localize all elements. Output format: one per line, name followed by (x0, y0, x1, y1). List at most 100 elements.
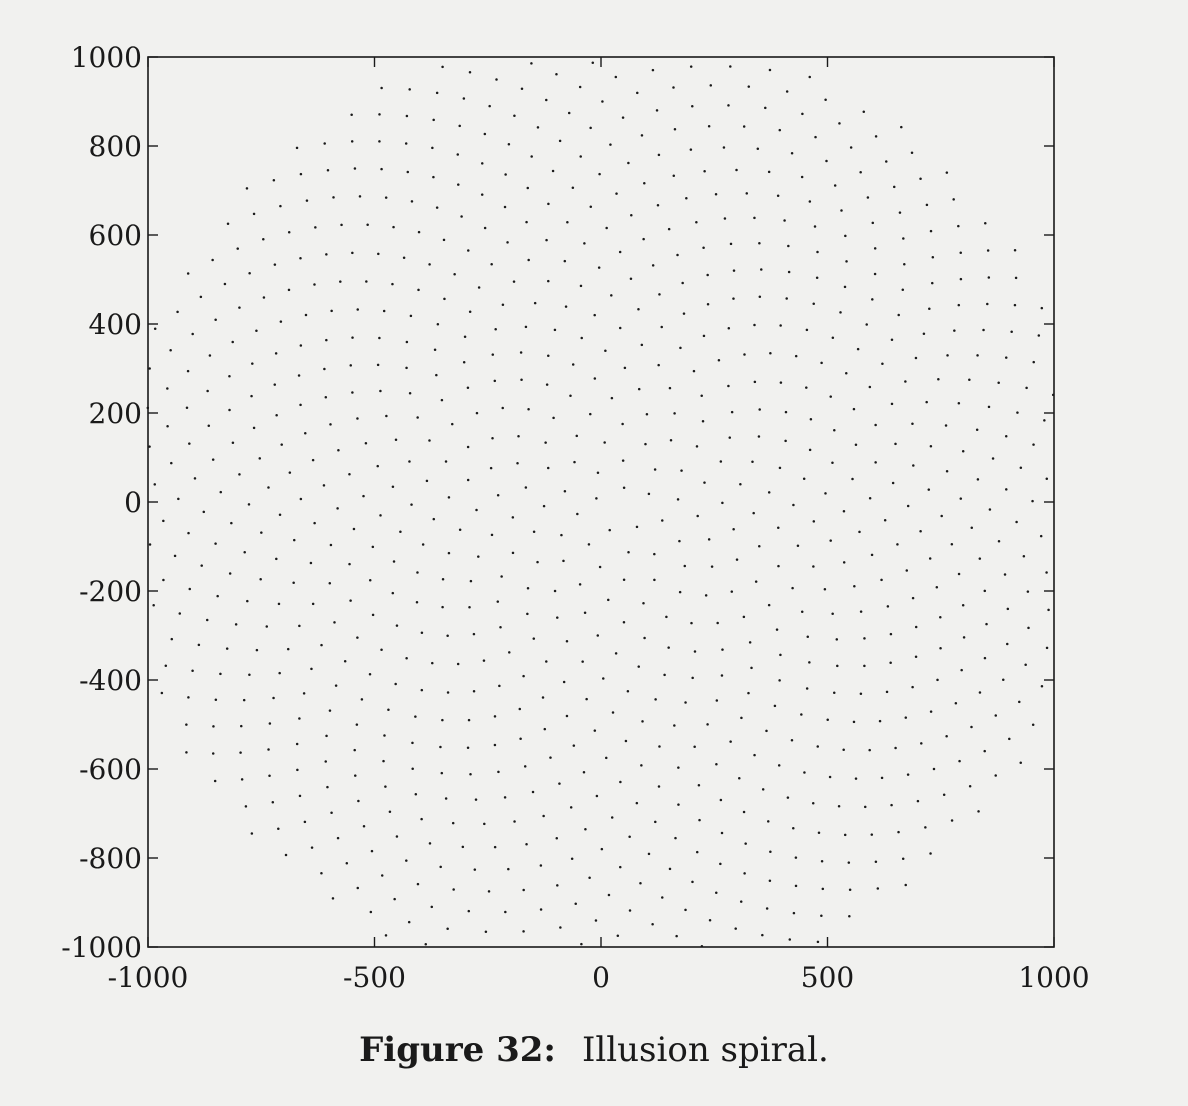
data-point (657, 785, 661, 788)
data-point (691, 676, 694, 680)
data-point (684, 701, 687, 704)
data-point (619, 865, 622, 869)
data-point (382, 309, 386, 313)
data-point (310, 667, 313, 671)
data-point (637, 308, 640, 311)
data-point (854, 777, 858, 780)
data-point (556, 616, 559, 619)
data-point (432, 175, 435, 179)
data-point (539, 908, 543, 911)
data-point (506, 241, 509, 244)
data-point (166, 425, 169, 428)
data-point (721, 501, 724, 505)
data-point (747, 691, 750, 695)
data-point (777, 564, 780, 568)
data-point (641, 720, 644, 723)
data-point (988, 508, 992, 511)
data-point (1006, 642, 1009, 646)
data-point (441, 718, 444, 722)
data-point (1019, 466, 1023, 469)
data-point (356, 886, 359, 890)
data-point (630, 214, 633, 217)
data-point (816, 745, 819, 748)
data-point (211, 458, 215, 461)
data-point (370, 849, 374, 853)
data-point (961, 450, 965, 453)
data-point (601, 100, 604, 103)
data-point (297, 374, 301, 377)
data-point (353, 748, 356, 752)
data-point (355, 723, 359, 726)
data-point (706, 723, 709, 726)
data-point (643, 636, 646, 640)
data-point (336, 836, 340, 840)
y-tick-label: 600 (89, 219, 142, 252)
data-point (228, 375, 231, 378)
data-point (469, 772, 472, 776)
data-point (475, 411, 479, 415)
data-point (501, 406, 504, 410)
data-point (654, 820, 657, 824)
data-point (558, 782, 561, 785)
data-point (246, 599, 249, 603)
data-point (287, 288, 291, 292)
data-point (228, 572, 232, 575)
data-point (447, 551, 451, 555)
data-point (252, 426, 256, 430)
data-point (693, 745, 696, 749)
data-point (618, 250, 622, 254)
data-point (729, 65, 732, 68)
data-point (405, 340, 409, 344)
data-point (739, 900, 743, 903)
data-point (579, 284, 583, 288)
data-point (409, 314, 413, 318)
data-point (794, 856, 798, 859)
data-point (380, 86, 383, 90)
data-point (977, 810, 980, 813)
data-point (784, 410, 788, 414)
data-point (463, 335, 467, 339)
data-point (310, 846, 314, 849)
data-point (753, 323, 756, 327)
data-point (369, 910, 373, 914)
data-point (433, 348, 437, 351)
data-point (516, 461, 519, 465)
data-point (443, 297, 446, 301)
data-point (890, 338, 894, 341)
data-point (483, 132, 487, 136)
data-point (637, 387, 641, 391)
data-point (848, 888, 852, 891)
data-point (1018, 700, 1021, 704)
data-point (653, 578, 656, 582)
data-point (546, 466, 550, 470)
data-point (697, 784, 701, 787)
data-point (715, 699, 719, 702)
data-point (885, 160, 888, 163)
data-point (976, 478, 980, 481)
data-point (1002, 678, 1005, 681)
data-point (559, 926, 562, 929)
data-point (912, 464, 915, 467)
data-point (765, 729, 768, 733)
x-tick-label: 500 (801, 961, 854, 994)
data-point (547, 354, 550, 358)
data-point (677, 803, 680, 806)
data-point (406, 170, 410, 174)
data-point (345, 862, 349, 865)
data-point (408, 88, 411, 91)
data-point (629, 277, 633, 281)
data-point (296, 768, 299, 772)
data-point (582, 770, 586, 774)
data-point (453, 272, 456, 276)
data-point (446, 634, 449, 637)
data-point (284, 853, 288, 857)
data-point (212, 725, 215, 728)
data-point (496, 494, 500, 497)
data-point (889, 632, 893, 636)
data-point (1027, 626, 1030, 630)
data-point (299, 257, 302, 260)
data-point (350, 140, 354, 143)
data-point (871, 221, 875, 225)
y-tick-label: -600 (79, 753, 142, 786)
data-point (911, 685, 914, 689)
